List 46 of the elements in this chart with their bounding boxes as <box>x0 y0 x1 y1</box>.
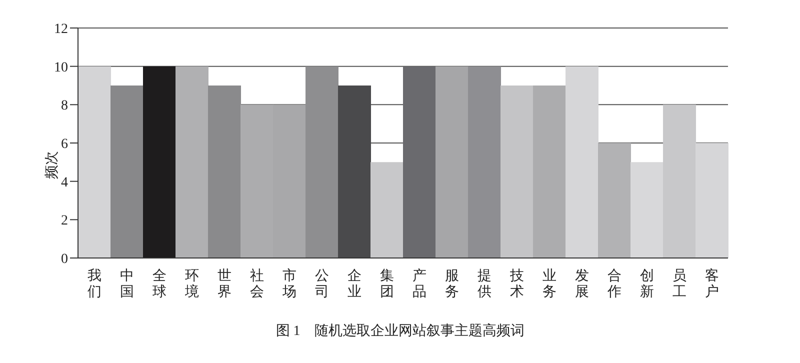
bar <box>110 86 144 258</box>
x-tick-label: 业务 <box>542 268 556 300</box>
x-tick-label: 发展 <box>574 268 589 300</box>
x-tick-label: 客户 <box>704 268 719 300</box>
x-tick-label: 世界 <box>217 268 232 300</box>
bar <box>78 66 111 258</box>
bar <box>566 66 598 258</box>
bar <box>176 66 208 258</box>
x-tick-label: 集团 <box>380 268 394 300</box>
x-tick-label: 中国 <box>120 268 134 300</box>
bar <box>306 66 338 258</box>
bar <box>143 66 176 258</box>
x-tick-label: 环境 <box>184 269 199 300</box>
x-tick-label: 全球 <box>152 268 166 300</box>
x-tick-label: 企业 <box>347 268 362 300</box>
x-tick-label: 市场 <box>281 268 296 300</box>
x-tick-label: 创新 <box>640 268 654 300</box>
y-axis-title: 频次 <box>44 151 61 179</box>
x-tick-label: 公司 <box>314 268 329 300</box>
bar <box>696 143 728 258</box>
y-tick-label: 8 <box>61 98 68 114</box>
x-tick-label: 员工 <box>672 268 686 300</box>
y-tick-label: 0 <box>61 252 68 267</box>
x-tick-label: 提供 <box>477 268 492 300</box>
x-tick-label: 技术 <box>508 268 524 300</box>
text: 图 1 随机选取企业网站叙事主题高频词 <box>274 322 526 340</box>
bar <box>208 86 241 258</box>
x-tick-label: 社会 <box>250 268 264 300</box>
bar <box>403 66 436 258</box>
x-tick-label: 服务 <box>444 269 459 300</box>
bar <box>663 104 696 258</box>
bar <box>500 86 534 258</box>
bar <box>436 66 468 258</box>
y-tick-label: 6 <box>61 136 68 152</box>
y-tick-label: 12 <box>54 22 68 37</box>
bar <box>598 143 631 258</box>
x-tick-label: 产品 <box>412 268 426 300</box>
y-tick-label: 2 <box>61 214 68 229</box>
x-tick-label: 我们 <box>87 268 102 300</box>
y-tick-label: 10 <box>54 60 68 76</box>
y-tick-label: 4 <box>61 175 68 190</box>
bar <box>630 162 664 258</box>
bar <box>370 162 404 258</box>
bar <box>533 86 566 258</box>
x-tick-label: 合作 <box>606 268 622 300</box>
bar <box>468 66 501 258</box>
